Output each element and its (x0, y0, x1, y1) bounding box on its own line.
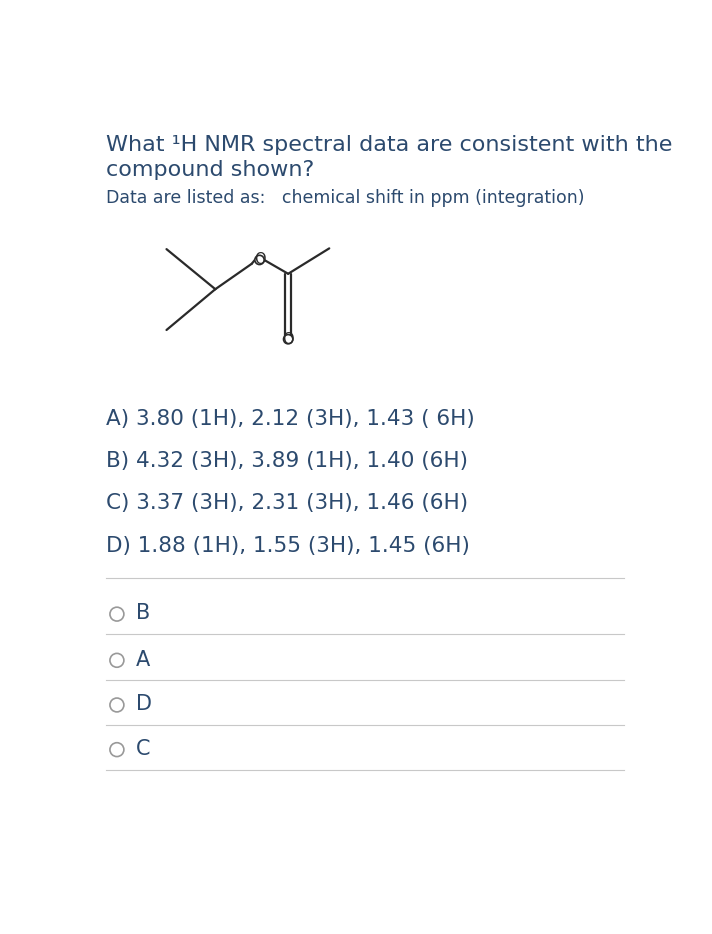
Text: O: O (283, 332, 294, 347)
Text: B: B (135, 603, 150, 623)
Circle shape (255, 255, 264, 264)
Text: D: D (135, 694, 152, 715)
Circle shape (283, 334, 293, 344)
Text: C) 3.37 (3H), 2.31 (3H), 1.46 (6H): C) 3.37 (3H), 2.31 (3H), 1.46 (6H) (106, 493, 468, 513)
Text: D) 1.88 (1H), 1.55 (3H), 1.45 (6H): D) 1.88 (1H), 1.55 (3H), 1.45 (6H) (106, 535, 470, 556)
Text: B) 4.32 (3H), 3.89 (1H), 1.40 (6H): B) 4.32 (3H), 3.89 (1H), 1.40 (6H) (106, 451, 468, 471)
Text: Data are listed as:   chemical shift in ppm (integration): Data are listed as: chemical shift in pp… (106, 189, 585, 207)
Text: What ¹H NMR spectral data are consistent with the: What ¹H NMR spectral data are consistent… (106, 135, 672, 155)
Text: A: A (135, 649, 150, 670)
Text: A) 3.80 (1H), 2.12 (3H), 1.43 ( 6H): A) 3.80 (1H), 2.12 (3H), 1.43 ( 6H) (106, 408, 475, 429)
Text: compound shown?: compound shown? (106, 160, 314, 180)
Text: C: C (135, 739, 150, 758)
Text: O: O (253, 252, 266, 267)
